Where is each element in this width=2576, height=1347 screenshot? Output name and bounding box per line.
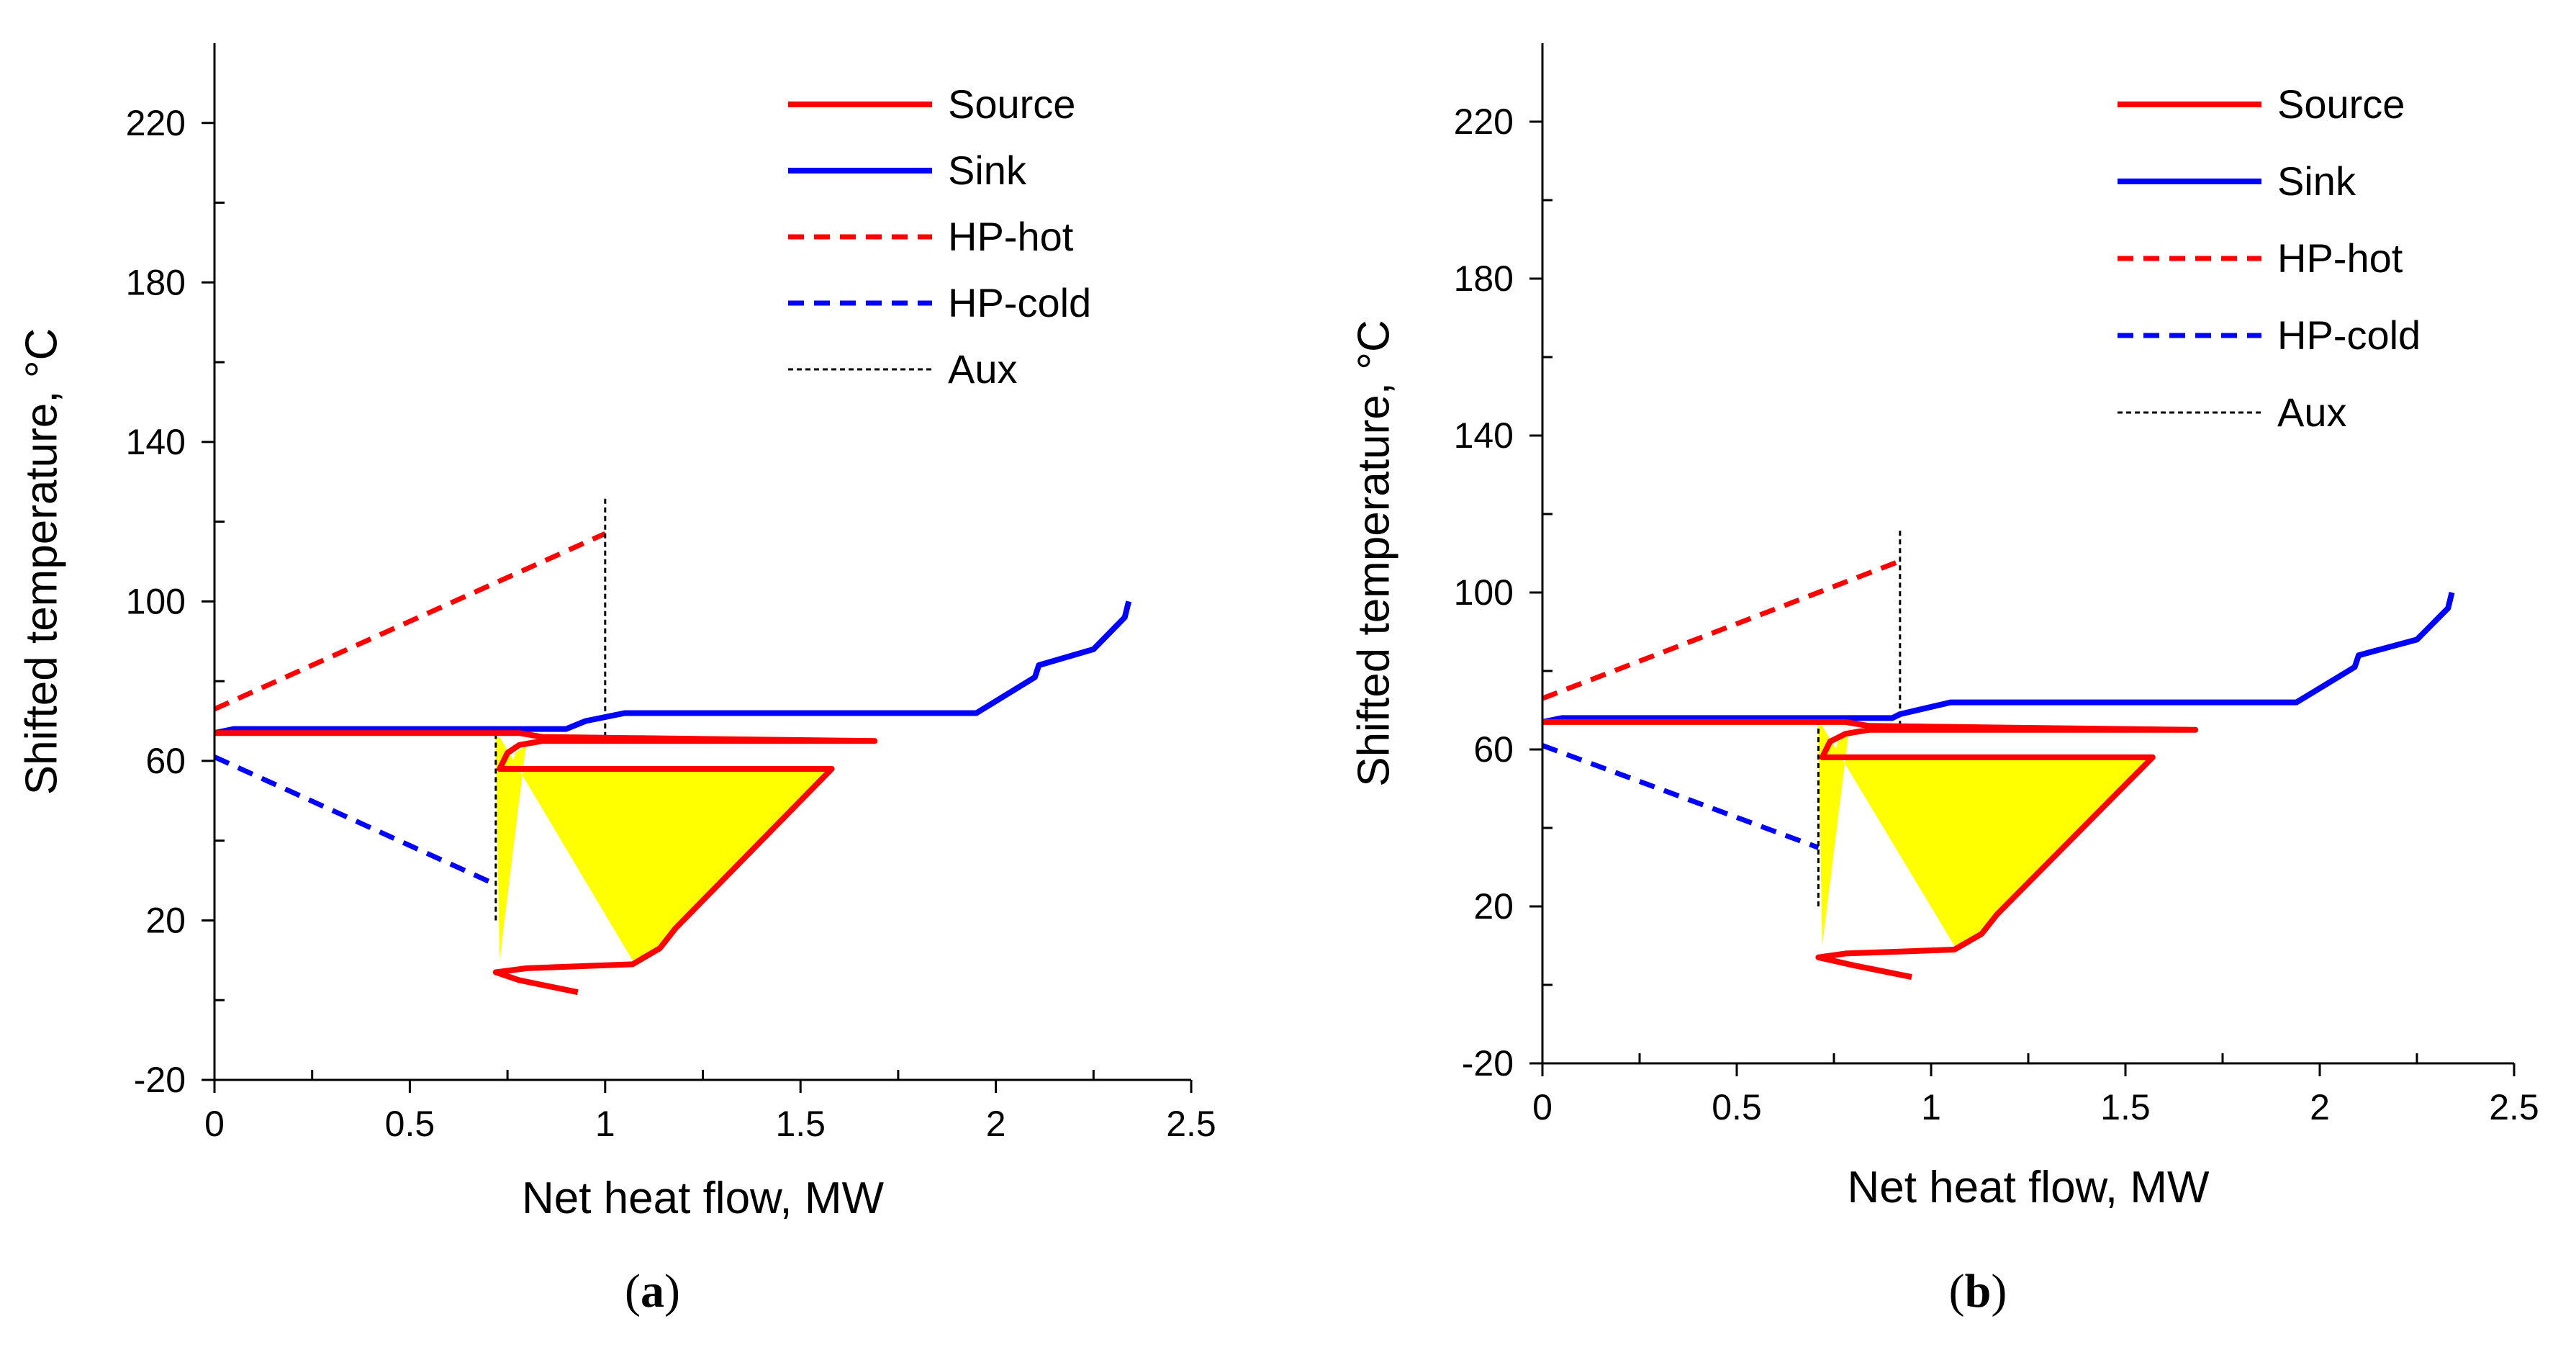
series-source-line: [214, 730, 878, 996]
y-tick-label: 20: [145, 900, 186, 940]
x-tick-label: 0: [204, 1104, 225, 1144]
legend-sink-label: Sink: [2277, 158, 2356, 204]
legend-aux-label: Aux: [2277, 389, 2347, 435]
legend-source-label: Source: [2277, 81, 2405, 127]
y-tick-label: -20: [1462, 1043, 1514, 1084]
series-hp-cold-line: [213, 754, 497, 887]
series-hp-hot-line: [1541, 559, 1902, 701]
y-axis-title: Shifted temperature, °C: [1349, 320, 1398, 787]
series-hp-cold-line: [1541, 743, 1820, 850]
chart-panel-a: -20 20 60 100 140 180 220 0 0.5 1 1.5 2 2.5 Source S…: [17, 43, 1216, 1317]
legend-sink-label: Sink: [948, 148, 1027, 193]
x-tick-label: 2: [986, 1104, 1006, 1144]
series-sink-line: [214, 600, 1132, 736]
x-tick-label: 1.5: [775, 1104, 826, 1144]
x-tick-label: 0.5: [385, 1104, 435, 1144]
x-tick-label: 1: [1921, 1087, 1941, 1127]
chart-panel-b: -20 20 60 100 140 180 220 0 0.5 1 1.5 2 2.5 Source S…: [1349, 43, 2539, 1317]
legend-source-label: Source: [948, 81, 1075, 127]
y-tick-label: 20: [1473, 886, 1514, 927]
legend-hp-hot-label: HP-hot: [2277, 235, 2403, 281]
panel-caption: (a): [625, 1265, 680, 1317]
x-tick-label: 0: [1532, 1087, 1553, 1127]
x-tick-label: 2: [2310, 1087, 2330, 1127]
legend-hp-hot-label: HP-hot: [948, 214, 1074, 259]
legend: Source Sink HP-hot HP-cold Aux: [2118, 81, 2421, 435]
x-axis-title: Net heat flow, MW: [1847, 1163, 2210, 1212]
y-tick-label: 100: [126, 581, 186, 621]
x-tick-label: 2.5: [1166, 1104, 1216, 1144]
y-tick-label: 140: [1454, 415, 1514, 456]
x-tick-label: 0.5: [1712, 1087, 1762, 1127]
x-tick-label: 1: [595, 1104, 615, 1144]
y-tick-label: 60: [1473, 729, 1514, 770]
series-sink-line: [1542, 592, 2455, 725]
legend-aux-label: Aux: [948, 346, 1018, 392]
x-tick-label: 1.5: [2100, 1087, 2151, 1127]
panel-caption: (b): [1949, 1265, 2007, 1317]
y-tick-label: 60: [145, 741, 186, 781]
y-tick-label: 180: [126, 262, 186, 302]
x-tick-label: 2.5: [2489, 1087, 2539, 1127]
y-tick-label: 140: [126, 422, 186, 462]
x-axis-title: Net heat flow, MW: [522, 1173, 885, 1223]
y-tick-label: 220: [1454, 102, 1514, 142]
y-axis-title: Shifted temperature, °C: [17, 328, 66, 796]
legend-hp-cold-label: HP-cold: [2277, 312, 2421, 358]
series-source-line: [1542, 718, 2199, 981]
y-tick-label: 100: [1454, 572, 1514, 613]
legend: Source Sink HP-hot HP-cold Aux: [788, 81, 1091, 392]
area-fill: [495, 736, 828, 960]
series-hp-hot-line: [213, 531, 607, 712]
y-tick-label: 180: [1454, 258, 1514, 299]
area-fill: [1818, 726, 2149, 946]
y-tick-label: 220: [126, 103, 186, 143]
legend-hp-cold-label: HP-cold: [948, 280, 1091, 325]
y-tick-label: -20: [134, 1060, 186, 1100]
